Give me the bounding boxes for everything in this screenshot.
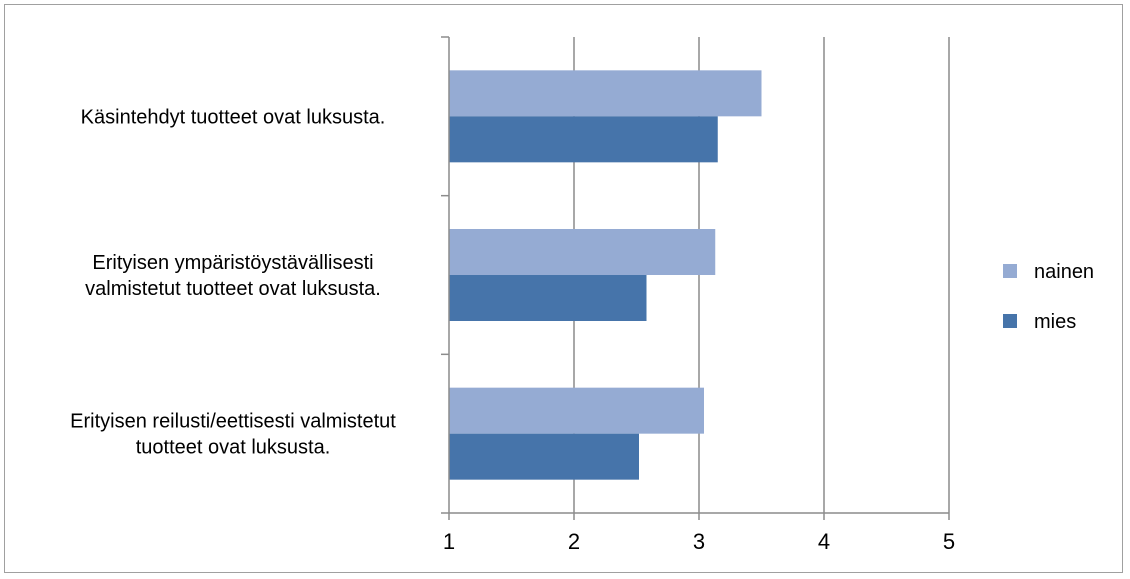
x-tick-label: 5	[943, 529, 955, 554]
category-label: Käsintehdyt tuotteet ovat luksusta.	[81, 106, 386, 128]
bar-nainen	[449, 387, 704, 434]
bar-mies	[449, 275, 647, 321]
bar-mies	[449, 433, 639, 480]
x-tick-label: 2	[568, 529, 580, 554]
bar-mies	[449, 116, 718, 163]
category-label: Erityisen ympäristöystävällisesti	[92, 252, 373, 274]
legend-swatch-mies	[1003, 314, 1017, 328]
x-tick-label: 4	[818, 529, 830, 554]
legend-swatch-nainen	[1003, 264, 1017, 278]
category-label: Erityisen reilusti/eettisesti valmistetu…	[70, 411, 396, 433]
bar-nainen	[449, 70, 762, 117]
legend-label-mies: mies	[1034, 311, 1076, 333]
category-label: tuotteet ovat luksusta.	[136, 437, 331, 459]
x-tick-label: 1	[443, 529, 455, 554]
bar-nainen	[449, 229, 716, 275]
legend-label-nainen: nainen	[1034, 261, 1094, 283]
x-tick-label: 3	[693, 529, 705, 554]
category-label: valmistetut tuotteet ovat luksusta.	[85, 278, 381, 300]
